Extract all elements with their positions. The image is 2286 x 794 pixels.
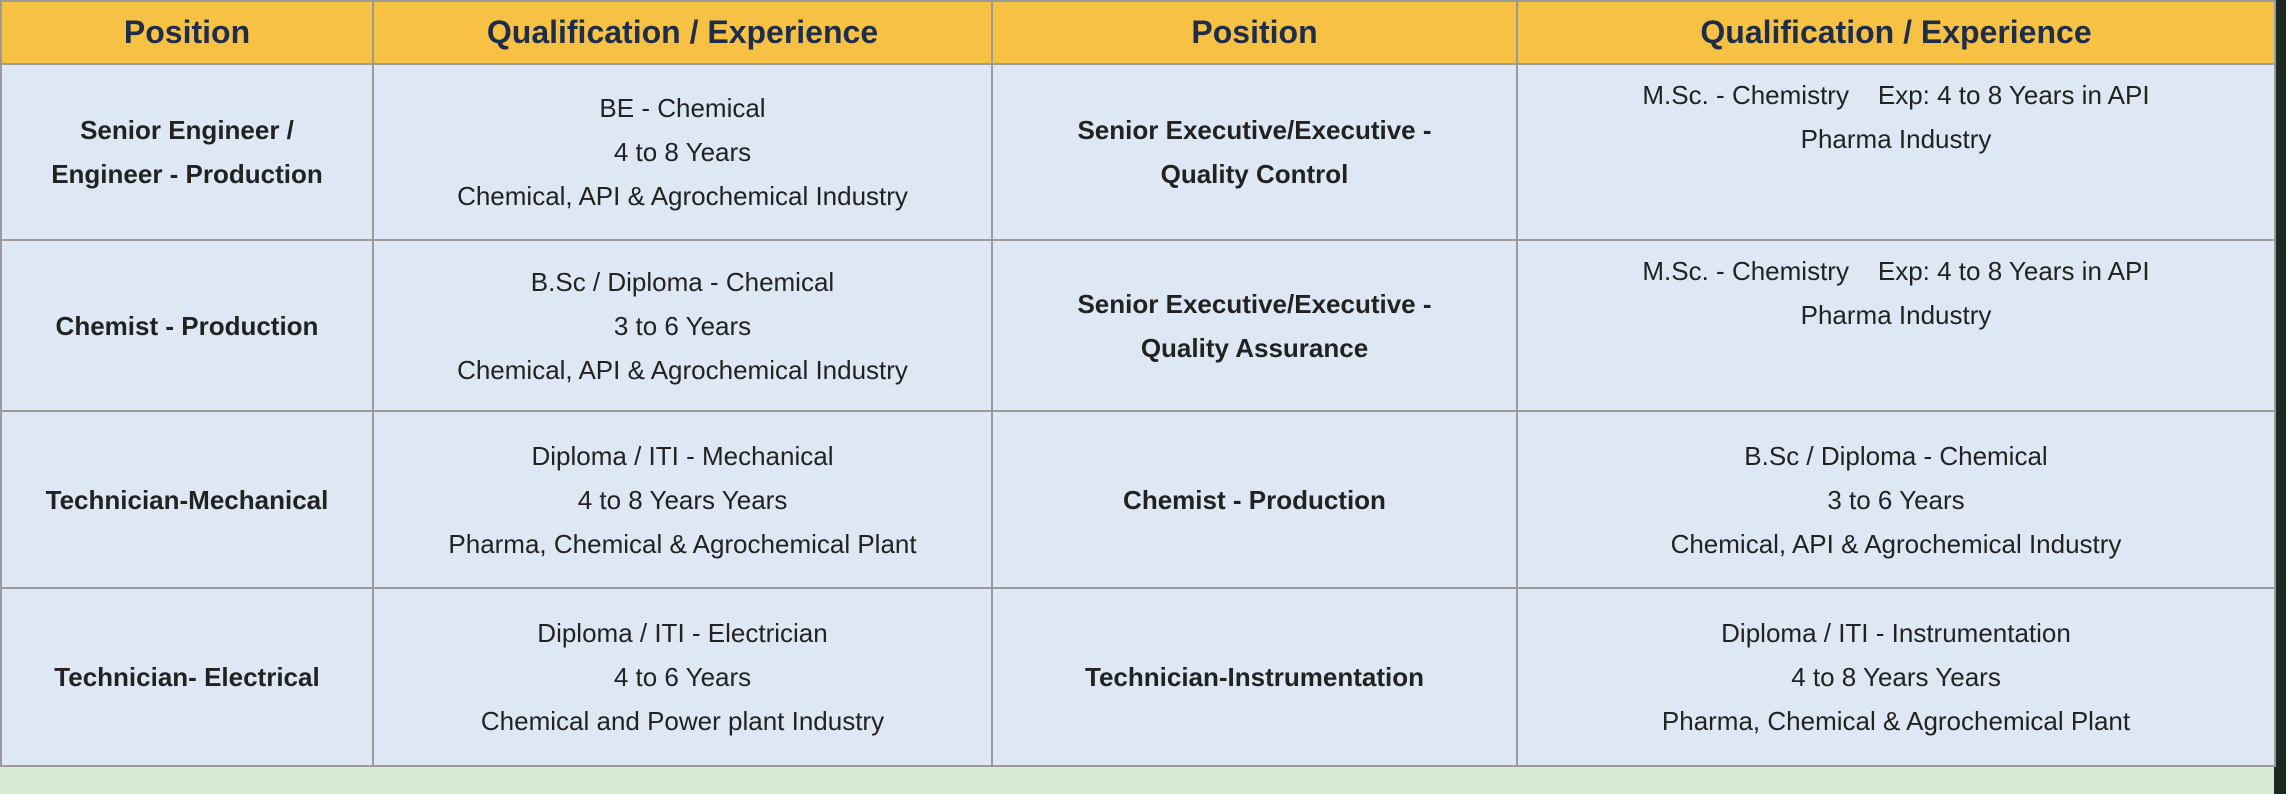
cell-line: 4 to 8 Years Years (1791, 662, 2001, 692)
header-cell: Position (991, 0, 1518, 65)
qualification-cell: Diploma / ITI - Instrumentation 4 to 8 Ye… (1516, 587, 2276, 767)
cell-line: Pharma, Chemical & Agrochemical Plant (1661, 706, 2131, 736)
cell-line: B.Sc / Diploma - Chemical (1744, 440, 2048, 471)
job-table: Position Qualification / Experience Positi… (0, 0, 2276, 767)
position-cell: Chemist - Production (991, 410, 1518, 589)
cell-line: Technician-Mechanical (45, 484, 329, 515)
position-cell: Senior Executive/Executive - Quality Assu… (991, 239, 1518, 412)
cell-line: M.Sc. - Chemistry Exp: 4 to 8 Years in A… (1642, 80, 2150, 110)
position-cell: Technician-Mechanical (0, 410, 374, 589)
cell-line: Pharma, Chemical & Agrochemical Plant (448, 528, 917, 559)
cell-line: Diploma / ITI - Electrician (537, 618, 828, 648)
cell-line: 4 to 6 Years (613, 662, 752, 692)
cell-line: B.Sc / Diploma - Chemical (530, 266, 835, 297)
cell-line: Technician- Electrical (54, 662, 320, 692)
qualification-cell: BE - Chemical 4 to 8 Years Chemical, API &… (372, 63, 993, 241)
cell-line: Pharma Industry (1800, 124, 1992, 154)
qualification-cell: M.Sc. - Chemistry Exp: 4 to 8 Years in A… (1516, 63, 2276, 241)
position-cell: Senior Engineer / Engineer - Production (0, 63, 374, 241)
cell-line: Technician-Instrumentation (1085, 662, 1424, 692)
position-cell: Chemist - Production (0, 239, 374, 412)
header-cell: Qualification / Experience (1516, 0, 2276, 65)
cell-line: Senior Engineer / (80, 115, 294, 145)
header-cell: Position (0, 0, 374, 65)
cell-line: Pharma Industry (1800, 300, 1992, 330)
table-row: Technician-Mechanical Diploma / ITI - Mec… (0, 410, 2276, 589)
table-row: Chemist - Production B.Sc / Diploma - Che… (0, 239, 2276, 412)
cell-line: M.Sc. - Chemistry Exp: 4 to 8 Years in A… (1642, 256, 2150, 286)
header-cell: Qualification / Experience (372, 0, 993, 65)
cell-line: 3 to 6 Years (1827, 484, 1965, 515)
cell-line: Chemist - Production (1123, 484, 1386, 515)
qualification-cell: Diploma / ITI - Electrician 4 to 6 Years C… (372, 587, 993, 767)
cell-line: Engineer - Production (51, 159, 323, 189)
cell-line: Senior Executive/Executive - (1077, 115, 1432, 145)
position-cell: Technician- Electrical (0, 587, 374, 767)
cell-line: 4 to 8 Years (613, 137, 752, 167)
table-row: Technician- Electrical Diploma / ITI - El… (0, 587, 2276, 767)
cell-line: Chemical, API & Agrochemical Industry (457, 181, 908, 211)
cell-line: Chemical and Power plant Industry (480, 706, 885, 736)
cell-line: 3 to 6 Years (613, 310, 752, 341)
cell-line: Quality Assurance (1140, 332, 1369, 363)
qualification-cell: B.Sc / Diploma - Chemical 3 to 6 Years Che… (372, 239, 993, 412)
cell-line: Chemical, API & Agrochemical Industry (1670, 528, 2122, 559)
table-row: Senior Engineer / Engineer - Production BE… (0, 63, 2276, 241)
qualification-cell: Diploma / ITI - Mechanical 4 to 8 Years Y… (372, 410, 993, 589)
header-row: Position Qualification / Experience Positi… (0, 0, 2276, 65)
cell-line: Chemist - Production (55, 310, 319, 341)
cell-line: Quality Control (1160, 159, 1349, 189)
qualification-cell: M.Sc. - Chemistry Exp: 4 to 8 Years in A… (1516, 239, 2276, 412)
cell-line: 4 to 8 Years Years (577, 484, 788, 515)
cell-line: Diploma / ITI - Mechanical (531, 440, 834, 471)
cell-line: Chemical, API & Agrochemical Industry (457, 354, 908, 385)
qualification-cell: B.Sc / Diploma - Chemical 3 to 6 Years Che… (1516, 410, 2276, 589)
position-cell: Senior Executive/Executive - Quality Cont… (991, 63, 1518, 241)
position-cell: Technician-Instrumentation (991, 587, 1518, 767)
cell-line: Senior Executive/Executive - (1077, 288, 1432, 319)
cell-line: BE - Chemical (599, 93, 766, 123)
cell-line: Diploma / ITI - Instrumentation (1721, 618, 2071, 648)
